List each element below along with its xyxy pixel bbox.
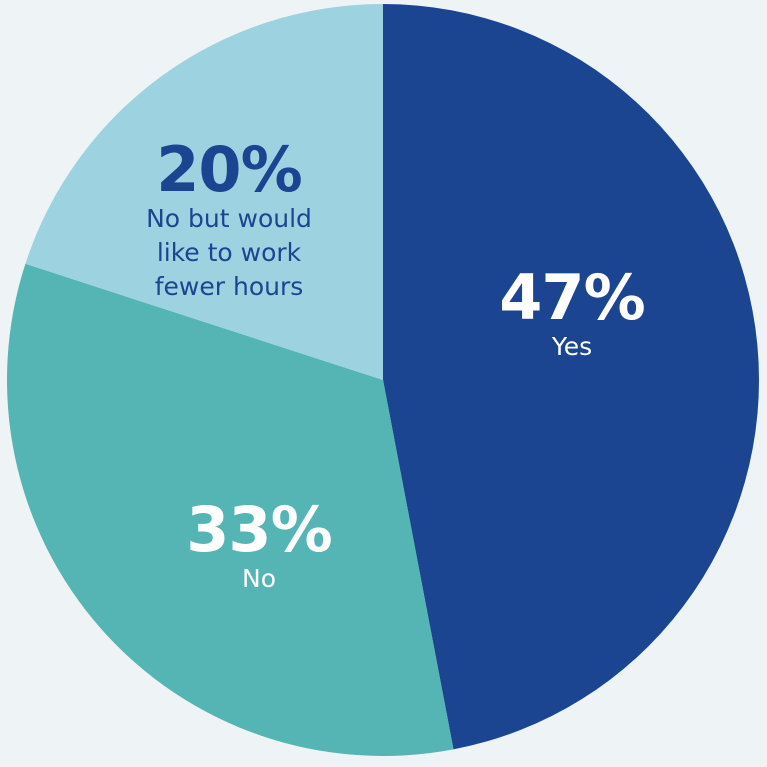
pie-slice-yes [383,4,759,750]
slice-category-fewer-hours: No but would like to work fewer hours [146,204,312,301]
slice-label-fewer-hours: 20% No but would like to work fewer hour… [104,138,354,304]
slice-category-yes: Yes [551,332,593,361]
slice-value-yes: 47% [499,261,645,334]
slice-value-no: 33% [186,493,332,566]
slice-value-fewer-hours: 20% [156,133,302,206]
slice-category-no: No [242,564,276,593]
slice-label-no: 33% No [186,493,332,596]
slice-label-yes: 47% Yes [499,261,645,364]
pie-slice-no [6,263,454,756]
pie-slice-fewer-hours [25,4,384,380]
